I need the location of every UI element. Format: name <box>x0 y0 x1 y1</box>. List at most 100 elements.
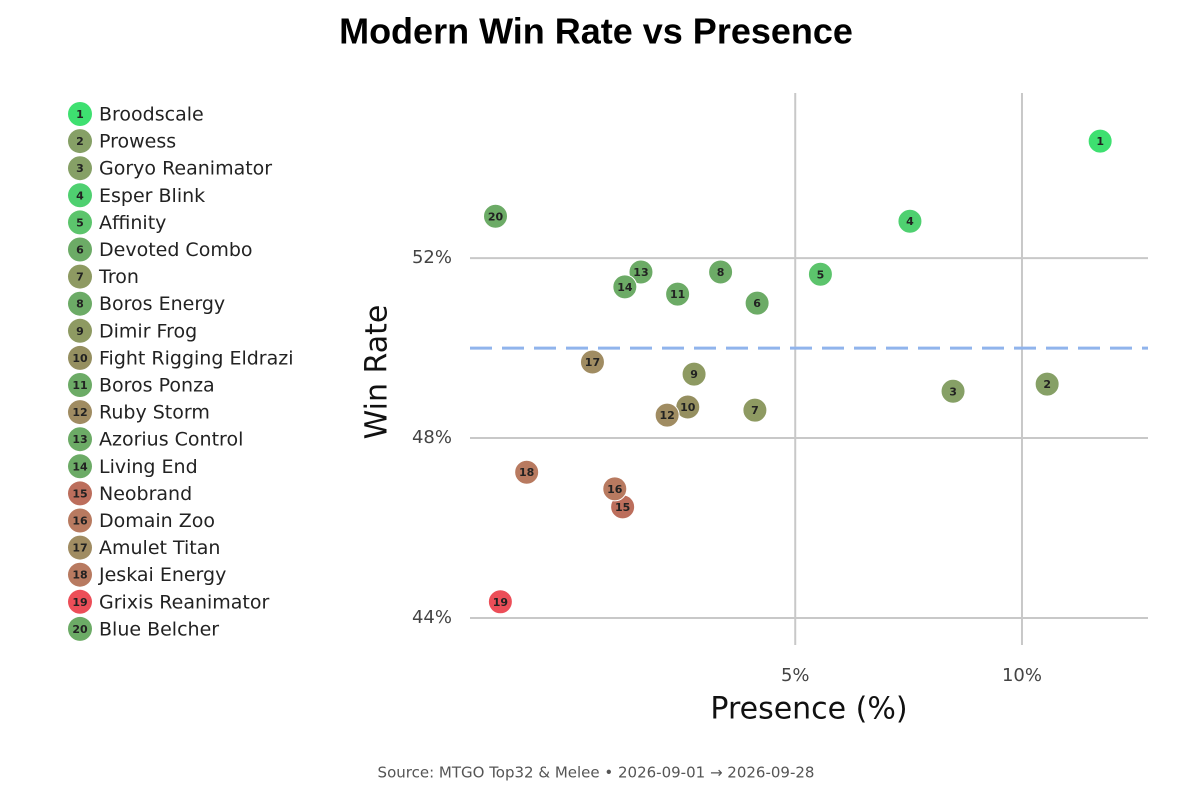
legend-number: 3 <box>76 162 84 175</box>
legend-number: 18 <box>72 569 87 582</box>
legend-label: Boros Energy <box>99 293 225 315</box>
y-axis-label: Win Rate <box>360 305 395 440</box>
legend-number: 6 <box>76 244 84 257</box>
legend-number: 11 <box>72 379 87 392</box>
legend-number: 19 <box>72 596 87 609</box>
legend-marker <box>68 210 92 235</box>
point <box>1034 371 1060 397</box>
legend-marker <box>68 616 92 641</box>
y-tick-label: 52% <box>412 247 452 268</box>
point-label: 2 <box>1043 378 1051 391</box>
point-label: 12 <box>659 409 674 422</box>
point-label: 1 <box>1096 135 1104 148</box>
point <box>681 361 707 387</box>
legend-label: Amulet Titan <box>99 537 220 559</box>
point-label: 6 <box>753 297 761 310</box>
legend-number: 17 <box>72 542 87 555</box>
point <box>487 589 513 615</box>
legend-label: Domain Zoo <box>99 510 215 532</box>
point-label: 18 <box>519 466 534 479</box>
legend-marker <box>68 237 92 262</box>
x-tick-label: 5% <box>781 665 810 686</box>
point-label: 9 <box>690 368 698 381</box>
legend-label: Devoted Combo <box>99 239 253 261</box>
legend-label: Azorius Control <box>99 429 243 451</box>
footer: Source: MTGO Top32 & Melee • 2026-09-01 … <box>378 764 815 782</box>
legend-number: 2 <box>76 135 84 148</box>
legend-label: Neobrand <box>99 483 192 505</box>
point <box>897 208 923 234</box>
legend-label: Dimir Frog <box>99 320 197 342</box>
legend-marker <box>68 508 92 533</box>
legend-marker <box>68 481 92 506</box>
point-label: 19 <box>493 596 508 609</box>
point-label: 17 <box>585 356 600 369</box>
x-tick-label: 10% <box>1002 665 1042 686</box>
legend-marker <box>68 291 92 316</box>
legend-marker <box>68 400 92 425</box>
point <box>602 476 628 502</box>
legend-marker <box>68 102 92 126</box>
point <box>654 402 680 428</box>
legend-marker <box>68 562 92 587</box>
point <box>665 281 691 307</box>
legend-label: Tron <box>98 266 139 288</box>
legend-label: Grixis Reanimator <box>99 591 270 613</box>
legend-number: 5 <box>76 216 84 229</box>
legend-number: 10 <box>72 352 88 365</box>
point-label: 5 <box>817 268 825 281</box>
legend-number: 15 <box>72 487 87 500</box>
legend-label: Affinity <box>99 212 166 234</box>
y-tick-label: 44% <box>412 607 452 628</box>
legend-marker <box>68 454 92 479</box>
legend-number: 16 <box>72 515 88 528</box>
point-label: 7 <box>751 404 759 417</box>
legend-label: Broodscale <box>99 104 204 126</box>
legend-label: Ruby Storm <box>99 402 210 424</box>
legend-label: Esper Blink <box>99 185 205 207</box>
point-label: 10 <box>680 401 696 414</box>
point <box>628 259 654 285</box>
legend-marker <box>68 156 92 181</box>
legend-label: Fight Rigging Eldrazi <box>99 347 294 369</box>
legend-marker <box>68 129 92 154</box>
legend-number: 8 <box>76 298 84 311</box>
legend-label: Prowess <box>99 131 176 153</box>
point-label: 13 <box>633 266 648 279</box>
legend-marker <box>68 589 92 614</box>
legend-number: 13 <box>72 433 87 446</box>
y-tick-label: 48% <box>412 427 452 448</box>
legend-marker <box>68 264 92 289</box>
legend-number: 12 <box>72 406 87 419</box>
point-label: 3 <box>949 385 957 398</box>
point-label: 8 <box>717 266 725 279</box>
point <box>940 378 966 404</box>
legend-number: 9 <box>76 325 84 338</box>
point-label: 16 <box>607 483 623 496</box>
point <box>807 261 833 287</box>
legend-marker <box>68 427 92 452</box>
legend-marker <box>68 183 92 208</box>
point <box>1087 128 1113 154</box>
legend-marker <box>68 535 92 560</box>
point <box>708 259 734 285</box>
point-label: 15 <box>615 501 630 514</box>
point-label: 20 <box>488 210 504 223</box>
legend-marker <box>68 318 92 343</box>
legend-number: 1 <box>76 108 84 121</box>
point <box>579 349 605 375</box>
legend-label: Goryo Reanimator <box>99 158 272 180</box>
legend-number: 7 <box>76 271 84 284</box>
point <box>742 397 768 423</box>
point <box>483 203 509 229</box>
point-label: 14 <box>617 281 633 294</box>
legend-marker <box>68 373 92 397</box>
point-label: 11 <box>670 288 685 301</box>
legend-label: Boros Ponza <box>99 375 215 397</box>
x-axis-label: Presence (%) <box>710 692 907 727</box>
legend-number: 4 <box>76 189 84 202</box>
point <box>514 459 540 485</box>
legend-label: Jeskai Energy <box>98 564 226 586</box>
legend-label: Blue Belcher <box>99 618 219 640</box>
